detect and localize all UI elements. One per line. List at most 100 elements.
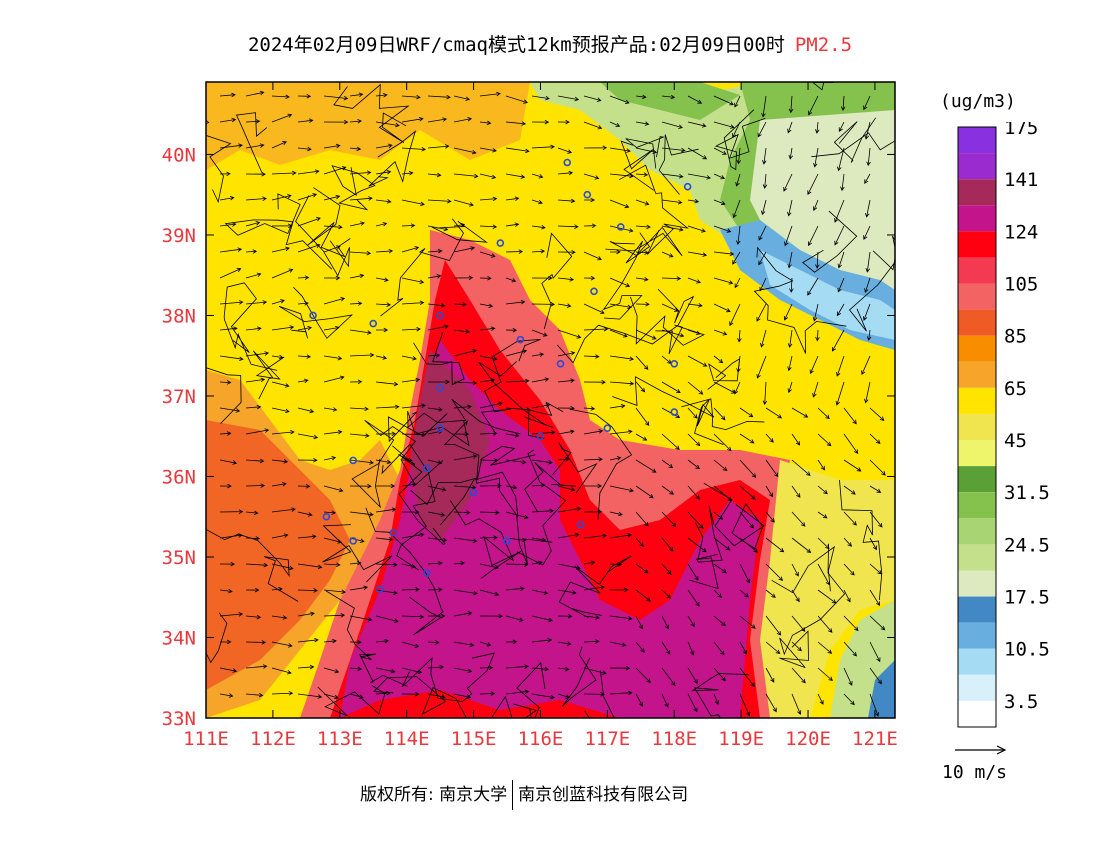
wind-arrow: [661, 173, 684, 179]
wind-arrow: [505, 615, 524, 622]
wind-arrow: [531, 329, 548, 337]
wind-arrow: [807, 173, 819, 196]
wind-arrow: [557, 666, 570, 672]
wind-arrow: [713, 199, 726, 206]
wind-arrow: [817, 433, 832, 447]
legend-color-box: [958, 387, 996, 414]
wind-arrow: [687, 147, 708, 160]
wind-arrow: [869, 433, 881, 444]
wind-arrow: [531, 430, 556, 435]
wind-arrow: [427, 144, 450, 149]
wind-arrow: [788, 147, 794, 160]
wind-arrow: [734, 381, 741, 395]
wind-arrow: [862, 303, 871, 321]
boundary-line: [206, 367, 242, 424]
wind-arrow: [505, 95, 528, 104]
wind-arrow: [557, 147, 573, 154]
wind-arrow: [349, 483, 372, 489]
wind-arrow: [758, 225, 767, 241]
wind-arrow: [479, 224, 498, 229]
city-marker: [349, 456, 357, 465]
wind-arrow: [817, 485, 828, 495]
wind-arrow: [401, 199, 425, 207]
wind-arrow: [837, 251, 845, 269]
wind-arrow: [583, 379, 606, 385]
wind-arrow: [219, 267, 242, 279]
wind-arrow: [739, 537, 759, 553]
wind-arrow: [219, 693, 234, 698]
wind-arrow: [687, 225, 706, 233]
wind-arrow: [323, 510, 337, 515]
wind-arrow: [453, 199, 474, 207]
wind-arrow: [531, 403, 551, 409]
wind-arrow: [661, 121, 684, 129]
wind-arrow: [687, 303, 703, 308]
legend-color-box: [958, 648, 996, 675]
boundary-line: [557, 288, 695, 364]
legend-color-box: [958, 205, 996, 232]
boundary-line: [707, 358, 741, 390]
city-marker: [369, 319, 378, 328]
wind-reference-arrow: [955, 745, 1007, 755]
wind-arrow: [271, 690, 294, 696]
wind-arrow: [609, 225, 634, 233]
wind-arrow: [635, 381, 646, 393]
boundary-line: [252, 350, 285, 400]
wind-arrow: [834, 199, 845, 223]
wind-arrow: [791, 459, 811, 476]
wind-arrow: [245, 196, 267, 202]
boundary-line: [368, 130, 417, 187]
wind-arrow: [401, 277, 425, 284]
wind-arrow: [687, 459, 700, 470]
wind-arrow: [531, 352, 545, 357]
wind-arrow: [297, 169, 320, 175]
axis-labels: 111E 112E 113E 114E 115E 116E 117E 118E 119E 120E…: [162, 144, 898, 750]
wind-arrow: [245, 428, 270, 435]
wind-arrow: [375, 93, 388, 98]
boundary-line: [561, 646, 597, 707]
wind-arrow: [401, 458, 413, 463]
wind-arrow: [791, 511, 806, 527]
copyright-text: 版权所有: 南京大学: [360, 785, 508, 805]
wind-arrow: [807, 277, 819, 296]
boundary-line: [224, 193, 333, 270]
wind-arrow: [375, 431, 397, 437]
wind-arrow: [661, 485, 674, 495]
wind-arrow: [427, 225, 449, 232]
wind-arrow: [531, 249, 546, 254]
wind-arrow: [479, 196, 498, 202]
wind-arrow: [739, 615, 756, 629]
wind-arrow: [787, 381, 793, 394]
wind-arrow: [583, 275, 596, 281]
boundary-line: [413, 332, 465, 386]
wind-arrow: [687, 537, 707, 553]
wind-arrow: [739, 511, 754, 529]
wind-arrow: [787, 355, 793, 372]
wind-arrow: [323, 613, 346, 618]
wind-arrow: [713, 173, 726, 180]
lon-label: 117E: [584, 728, 630, 750]
wind-arrow: [427, 537, 448, 543]
wind-arrow: [635, 459, 657, 473]
wind-arrow: [453, 380, 478, 386]
wind-arrow: [557, 589, 577, 595]
boundary-line: [569, 408, 633, 520]
wind-arrow: [635, 302, 650, 307]
boundary-line: [381, 443, 436, 571]
wind-arrow: [762, 147, 767, 165]
wind-arrow: [557, 532, 580, 539]
wind-arrow: [713, 615, 726, 627]
wind-arrow: [245, 614, 262, 620]
legend-color-box: [958, 570, 996, 597]
wind-arrow: [861, 355, 871, 376]
wind-arrow: [863, 95, 871, 111]
wind-arrow: [401, 170, 414, 176]
wind-arrow: [401, 403, 427, 409]
map-title: 2024年02月09日WRF/cmaq模式12km预报产品:02月09日00时 P…: [0, 30, 1100, 57]
wind-arrow: [479, 275, 492, 281]
wind-arrow: [817, 563, 830, 586]
wind-arrow: [635, 121, 650, 126]
wind-arrow: [323, 638, 337, 644]
wind-arrow: [531, 508, 555, 514]
